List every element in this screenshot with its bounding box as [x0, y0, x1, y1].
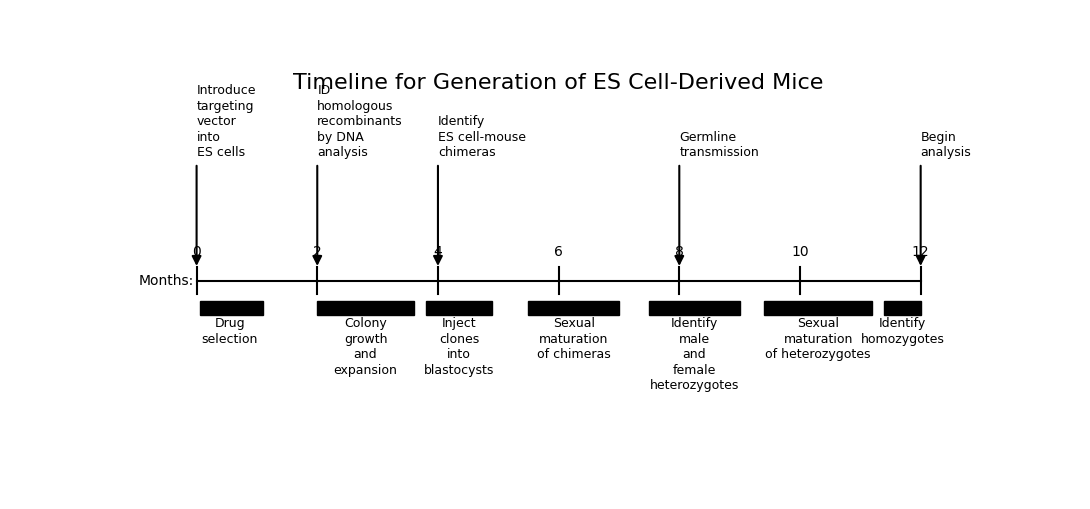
Text: Begin
analysis: Begin analysis: [921, 131, 971, 159]
Text: 2: 2: [313, 245, 322, 259]
Text: 12: 12: [912, 245, 930, 259]
Text: Germline
transmission: Germline transmission: [679, 131, 759, 159]
Text: Identify
male
and
female
heterozygotes: Identify male and female heterozygotes: [650, 318, 739, 392]
Text: Colony
growth
and
expansion: Colony growth and expansion: [334, 318, 398, 377]
Text: 6: 6: [554, 245, 564, 259]
Text: Sexual
maturation
of heterozygotes: Sexual maturation of heterozygotes: [765, 318, 871, 361]
Text: 8: 8: [675, 245, 683, 259]
Bar: [884, 300, 921, 316]
Text: 4: 4: [434, 245, 443, 259]
Text: Timeline for Generation of ES Cell-Derived Mice: Timeline for Generation of ES Cell-Deriv…: [293, 73, 824, 93]
Text: Sexual
maturation
of chimeras: Sexual maturation of chimeras: [537, 318, 610, 361]
Text: Identify
ES cell-mouse
chimeras: Identify ES cell-mouse chimeras: [438, 115, 526, 159]
Bar: [764, 300, 872, 316]
Bar: [317, 300, 414, 316]
Text: 10: 10: [791, 245, 809, 259]
Text: Identify
homozygotes: Identify homozygotes: [861, 318, 945, 346]
Bar: [199, 300, 263, 316]
Text: 0: 0: [192, 245, 201, 259]
Bar: [529, 300, 619, 316]
Text: ID
homologous
recombinants
by DNA
analysis: ID homologous recombinants by DNA analys…: [317, 84, 403, 159]
Text: Inject
clones
into
blastocysts: Inject clones into blastocysts: [424, 318, 494, 377]
Text: Introduce
targeting
vector
into
ES cells: Introduce targeting vector into ES cells: [196, 84, 256, 159]
Text: Drug
selection: Drug selection: [202, 318, 258, 346]
Text: Months:: Months:: [138, 273, 194, 288]
Bar: [650, 300, 740, 316]
Bar: [426, 300, 493, 316]
